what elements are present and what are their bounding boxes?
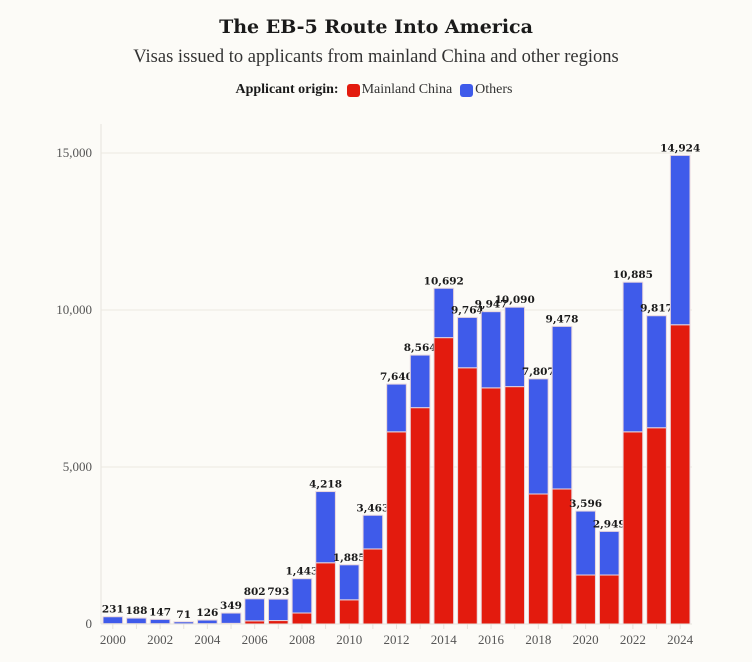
bar-others-2015[interactable] — [457, 316, 478, 369]
bar-others-2009[interactable] — [315, 491, 336, 564]
bar-total-label: 71 — [176, 609, 191, 621]
bar-total-label: 9,478 — [546, 313, 579, 325]
x-tick-label: 2012 — [384, 632, 410, 647]
bar-others-2020[interactable] — [575, 510, 596, 576]
x-tick-label: 2006 — [242, 632, 269, 647]
bar-total-label: 7,640 — [380, 371, 413, 383]
x-tick-label: 2008 — [289, 632, 315, 647]
x-tick-label: 2000 — [100, 632, 126, 647]
bar-others-2013[interactable] — [409, 354, 431, 409]
bar-others-2017[interactable] — [504, 306, 526, 388]
bar-total-label: 3,463 — [356, 502, 389, 514]
bar-mainland-china-2009[interactable] — [315, 562, 336, 625]
bar-mainland-china-2016[interactable] — [480, 387, 502, 625]
bar-others-2006[interactable] — [244, 598, 265, 622]
bar-total-label: 8,564 — [404, 342, 437, 354]
bar-mainland-china-2012[interactable] — [386, 431, 407, 625]
bar-total-label: 4,218 — [309, 479, 342, 491]
bar-mainland-china-2011[interactable] — [362, 548, 384, 625]
x-tick-label: 2024 — [667, 632, 694, 647]
y-tick-label: 15,000 — [56, 145, 92, 160]
bar-total-label: 9,764 — [451, 304, 484, 316]
legend-item-mainland-china[interactable]: Mainland China — [346, 82, 453, 98]
bar-others-2007[interactable] — [267, 598, 289, 622]
legend-swatch-mainland-china — [346, 83, 360, 97]
bar-total-label: 1,443 — [285, 566, 318, 578]
bar-others-2002[interactable] — [149, 618, 171, 625]
x-tick-label: 2016 — [478, 632, 505, 647]
bar-mainland-china-2015[interactable] — [457, 367, 478, 625]
x-tick-label: 2020 — [573, 632, 599, 647]
x-tick-label: 2010 — [336, 632, 362, 647]
chart-title: The EB-5 Route Into America — [219, 16, 533, 38]
bar-total-label: 9,817 — [640, 303, 673, 315]
bar-total-label: 349 — [220, 600, 242, 612]
bar-mainland-china-2021[interactable] — [598, 574, 620, 625]
bar-mainland-china-2022[interactable] — [622, 431, 644, 625]
bar-mainland-china-2023[interactable] — [646, 427, 667, 625]
bar-others-2016[interactable] — [480, 311, 502, 389]
y-tick-label: 10,000 — [56, 302, 92, 317]
bar-total-label: 147 — [149, 606, 171, 618]
y-tick-label: 5,000 — [63, 459, 92, 474]
x-tick-label: 2004 — [194, 632, 221, 647]
y-tick-label: 0 — [86, 616, 93, 631]
bar-total-label: 10,885 — [613, 269, 653, 281]
bar-others-2022[interactable] — [622, 281, 644, 433]
bar-others-2010[interactable] — [338, 564, 360, 601]
bar-total-label: 10,692 — [424, 275, 464, 287]
bar-others-2011[interactable] — [362, 514, 384, 550]
bar-total-label: 10,090 — [495, 294, 535, 306]
bar-total-label: 793 — [267, 586, 289, 598]
x-tick-label: 2022 — [620, 632, 646, 647]
bar-others-2019[interactable] — [551, 325, 573, 490]
bar-others-2014[interactable] — [433, 287, 455, 339]
bar-mainland-china-2008[interactable] — [291, 612, 313, 625]
bar-total-label: 7,807 — [522, 366, 555, 378]
bar-others-2018[interactable] — [528, 378, 549, 495]
legend: Applicant origin: Mainland China Others — [0, 82, 752, 98]
bar-mainland-china-2010[interactable] — [338, 599, 360, 625]
bar-total-label: 9,947 — [475, 299, 508, 311]
bar-total-label: 802 — [244, 586, 266, 598]
bar-mainland-china-2014[interactable] — [433, 337, 455, 625]
bar-total-label: 188 — [125, 605, 147, 617]
x-tick-label: 2002 — [147, 632, 173, 647]
bar-others-2005[interactable] — [220, 612, 242, 624]
bar-others-2001[interactable] — [126, 617, 147, 625]
bar-others-2008[interactable] — [291, 578, 313, 614]
bar-mainland-china-2007[interactable] — [267, 620, 289, 625]
bar-others-2004[interactable] — [197, 619, 218, 625]
bar-total-label: 3,596 — [569, 498, 602, 510]
bar-total-label: 2,949 — [593, 518, 626, 530]
bar-others-2012[interactable] — [386, 383, 407, 433]
bar-mainland-china-2024[interactable] — [669, 324, 691, 625]
bar-total-label: 14,924 — [660, 142, 700, 154]
bar-total-label: 126 — [196, 607, 218, 619]
legend-item-others[interactable]: Others — [460, 82, 513, 98]
bar-others-2000[interactable] — [102, 616, 124, 625]
legend-label-others: Others — [475, 82, 513, 97]
bar-others-2023[interactable] — [646, 315, 667, 429]
chart-subtitle: Visas issued to applicants from mainland… — [133, 47, 619, 67]
bar-total-label: 231 — [102, 604, 124, 616]
x-tick-label: 2018 — [525, 632, 551, 647]
bar-mainland-china-2018[interactable] — [528, 493, 549, 625]
bar-others-2024[interactable] — [669, 154, 691, 326]
bar-mainland-china-2020[interactable] — [575, 574, 596, 625]
legend-label-mainland-china: Mainland China — [361, 82, 453, 97]
legend-title: Applicant origin: — [235, 82, 339, 97]
bar-mainland-china-2017[interactable] — [504, 386, 526, 625]
bar-total-label: 1,885 — [333, 552, 366, 564]
legend-swatch-others — [460, 83, 474, 97]
bar-mainland-china-2013[interactable] — [409, 407, 431, 625]
x-tick-label: 2014 — [431, 632, 458, 647]
bar-others-2021[interactable] — [598, 530, 620, 576]
